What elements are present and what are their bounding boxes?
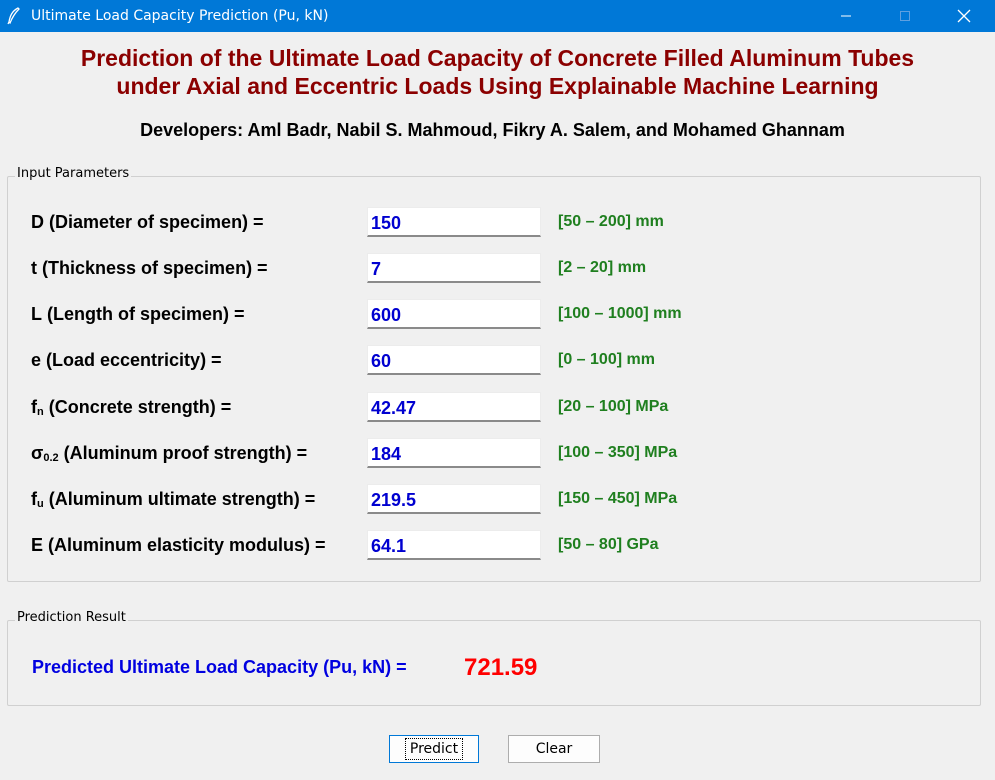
param-description: (Aluminum elasticity modulus) =	[43, 535, 326, 555]
clear-button[interactable]: Clear	[508, 735, 600, 763]
param-subscript: u	[37, 498, 44, 510]
param-subscript: 0.2	[43, 452, 59, 464]
thickness-input[interactable]: 7	[367, 253, 541, 283]
eccentricity-input[interactable]: 60	[367, 345, 541, 375]
result-label: Predicted Ultimate Load Capacity (Pu, kN…	[32, 657, 407, 677]
param-range-length: [100 – 1000] mm	[558, 305, 682, 322]
ultimate-strength-input[interactable]: 219.5	[367, 484, 541, 514]
param-range-proof-strength: [100 – 350] MPa	[558, 444, 678, 461]
param-description: (Length of specimen) =	[42, 304, 245, 324]
developers-credit: Developers: Aml Badr, Nabil S. Mahmoud, …	[140, 120, 845, 140]
result-value: 721.59	[464, 654, 538, 681]
param-row-thickness: t (Thickness of specimen) = 7 [2 – 20] mm	[0, 253, 995, 285]
param-range-ultimate-strength: [150 – 450] MPa	[558, 490, 678, 507]
param-row-diameter: D (Diameter of specimen) = 150 [50 – 200] …	[0, 207, 995, 239]
window-title: Ultimate Load Capacity Prediction (Pu, k…	[31, 8, 329, 24]
param-subscript: n	[37, 406, 44, 418]
param-range-elasticity-modulus: [50 – 80] GPa	[558, 536, 659, 553]
elasticity-modulus-input[interactable]: 64.1	[367, 530, 541, 560]
param-label-elasticity-modulus: E (Aluminum elasticity modulus) =	[31, 535, 326, 556]
param-description: (Concrete strength) =	[43, 397, 232, 417]
param-description: (Thickness of specimen) =	[37, 258, 268, 278]
param-row-proof-strength: σ0.2 (Aluminum proof strength) = 184 [100 …	[0, 438, 995, 470]
param-symbol: E	[31, 535, 44, 555]
param-label-ultimate-strength: fu (Aluminum ultimate strength) =	[31, 489, 315, 510]
param-symbol: e	[31, 350, 42, 370]
param-symbol: σ	[31, 443, 44, 463]
param-label-concrete-strength: fn (Concrete strength) =	[31, 397, 231, 418]
param-description: (Load eccentricity) =	[41, 350, 222, 370]
param-row-elasticity-modulus: E (Aluminum elasticity modulus) = 64.1 [50…	[0, 530, 995, 562]
title-bar: Ultimate Load Capacity Prediction (Pu, k…	[0, 0, 995, 32]
minimize-icon	[841, 15, 851, 17]
length-input[interactable]: 600	[367, 299, 541, 329]
maximize-icon	[900, 11, 910, 21]
param-range-thickness: [2 – 20] mm	[558, 259, 647, 276]
param-row-eccentricity: e (Load eccentricity) = 60 [0 – 100] mm	[0, 345, 995, 377]
param-label-length: L (Length of specimen) =	[31, 304, 245, 325]
predict-button-label: Predict	[404, 738, 464, 760]
feather-pen-icon	[7, 7, 20, 25]
param-symbol: t	[31, 258, 37, 278]
param-row-concrete-strength: fn (Concrete strength) = 42.47 [20 – 100] …	[0, 392, 995, 424]
param-label-thickness: t (Thickness of specimen) =	[31, 258, 268, 279]
param-description: (Aluminum proof strength) =	[58, 443, 308, 463]
param-row-ultimate-strength: fu (Aluminum ultimate strength) = 219.5 [1…	[0, 484, 995, 516]
param-symbol: f	[31, 397, 37, 417]
param-label-diameter: D (Diameter of specimen) =	[31, 212, 264, 233]
diameter-input[interactable]: 150	[367, 207, 541, 237]
concrete-strength-input[interactable]: 42.47	[367, 392, 541, 422]
minimize-button[interactable]	[823, 0, 869, 32]
param-label-proof-strength: σ0.2 (Aluminum proof strength) =	[31, 443, 307, 464]
param-description: (Aluminum ultimate strength) =	[43, 489, 316, 509]
param-range-concrete-strength: [20 – 100] MPa	[558, 398, 669, 415]
param-symbol: f	[31, 489, 37, 509]
predict-button[interactable]: Predict	[389, 735, 479, 763]
param-range-diameter: [50 – 200] mm	[558, 213, 664, 230]
input-parameters-frame	[7, 176, 981, 582]
prediction-result-legend: Prediction Result	[15, 610, 128, 625]
param-range-eccentricity: [0 – 100] mm	[558, 351, 655, 368]
param-symbol: L	[31, 304, 42, 324]
maximize-button[interactable]	[882, 0, 928, 32]
param-label-eccentricity: e (Load eccentricity) =	[31, 350, 222, 371]
param-row-length: L (Length of specimen) = 600 [100 – 1000] …	[0, 299, 995, 331]
prediction-result-frame	[7, 620, 981, 706]
page-title-line-2: under Axial and Eccentric Loads Using Ex…	[116, 73, 879, 99]
proof-strength-input[interactable]: 184	[367, 438, 541, 468]
page-title-line-1: Prediction of the Ultimate Load Capacity…	[80, 45, 915, 71]
clear-button-label: Clear	[535, 741, 573, 757]
input-parameters-legend: Input Parameters	[15, 166, 132, 181]
close-button[interactable]	[941, 0, 987, 32]
close-icon	[957, 9, 971, 23]
param-symbol: D	[31, 212, 44, 232]
param-description: (Diameter of specimen) =	[44, 212, 264, 232]
